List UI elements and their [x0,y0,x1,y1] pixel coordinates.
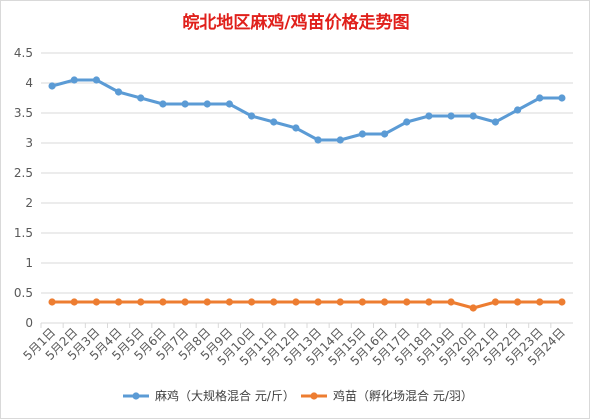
legend-marker [132,392,140,400]
y-tick-label: 0.5 [14,286,33,300]
legend-label: 鸡苗（孵化场混合 元/羽） [333,388,473,403]
data-point [425,298,433,306]
data-point [425,112,433,120]
y-tick-label: 4 [25,76,33,90]
data-point [225,100,234,108]
data-point [513,106,522,114]
y-tick-label: 2.5 [14,166,33,180]
data-point [92,76,101,84]
y-tick-label: 0 [25,316,33,330]
data-point [491,298,500,306]
data-point [447,298,455,306]
data-point [70,76,78,84]
data-point [292,124,300,132]
y-tick-label: 1 [25,256,33,270]
data-point [159,100,167,108]
data-point [181,100,189,108]
data-point [358,298,367,306]
data-point [114,298,123,306]
data-point [247,298,256,306]
chart-title: 皖北地区麻鸡/鸡苗价格走势图 [182,12,409,33]
data-point [225,298,234,306]
data-point [558,94,566,102]
legend-marker [310,392,318,400]
data-point [336,298,344,306]
data-point [181,298,189,306]
series-line-1 [52,300,562,310]
data-point [403,118,411,126]
data-point [48,82,56,90]
y-tick-label: 4.5 [14,46,33,60]
y-axis-ticks: 0 0.5 1 1.5 2 2.5 3 3.5 4 4.5 [14,46,33,330]
data-point [380,298,389,306]
grid [41,52,573,324]
data-point [203,298,211,306]
y-tick-label: 3.5 [14,106,33,120]
data-point [314,298,322,306]
data-point [270,298,278,306]
data-point [270,118,278,126]
series-line-0 [51,78,562,142]
legend: 麻鸡（大规格混合 元/斤） 鸡苗（孵化场混合 元/羽） [123,388,473,403]
x-axis-ticks: 5月1日5月2日5月3日5月4日5月5日5月6日5月7日5月8日5月9日5月10… [21,323,568,368]
data-point [70,298,78,306]
data-point [314,136,322,144]
series-layer [48,76,566,312]
data-point [513,298,522,306]
data-point [403,298,411,306]
data-point [92,298,101,306]
data-point [336,136,344,144]
data-point [447,112,455,120]
data-point [137,298,145,306]
data-point [137,94,145,102]
data-point [292,298,300,306]
data-point [159,298,167,306]
data-point [358,130,367,138]
data-point [469,112,477,120]
data-point [469,304,477,312]
data-point [48,298,56,306]
data-point [491,118,500,126]
y-tick-label: 3 [25,136,33,150]
y-tick-label: 1.5 [14,226,33,240]
data-point [380,130,389,138]
data-point [247,112,256,120]
data-point [536,298,544,306]
legend-label: 麻鸡（大规格混合 元/斤） [155,388,295,403]
y-tick-label: 2 [25,196,33,210]
data-point [536,94,544,102]
data-point [203,100,211,108]
data-point [114,88,123,96]
data-point [558,298,566,306]
